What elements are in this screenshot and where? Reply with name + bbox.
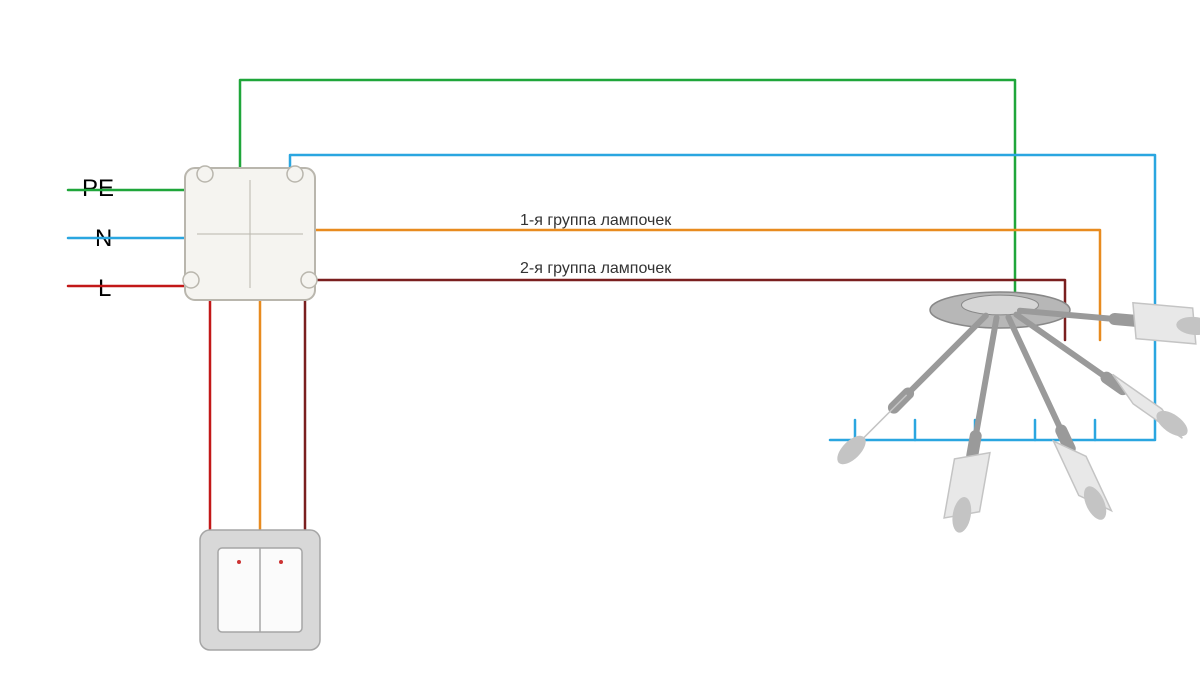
- switch-indicator-icon: [237, 560, 241, 564]
- switch-indicator-icon: [279, 560, 283, 564]
- chandelier-arm: [976, 318, 997, 436]
- junction-box-knockout: [197, 166, 213, 182]
- junction-box-knockout: [301, 272, 317, 288]
- chandelier: [832, 292, 1200, 534]
- chandelier-socket: [1115, 319, 1135, 321]
- chandelier-arm: [908, 316, 986, 394]
- junction-box-knockout: [183, 272, 199, 288]
- wire-pe-to-chand: [240, 80, 1015, 300]
- chandelier-arm: [1008, 317, 1061, 430]
- chandelier-socket: [972, 436, 975, 456]
- junction-box-knockout: [287, 166, 303, 182]
- wiring-diagram: [0, 0, 1200, 675]
